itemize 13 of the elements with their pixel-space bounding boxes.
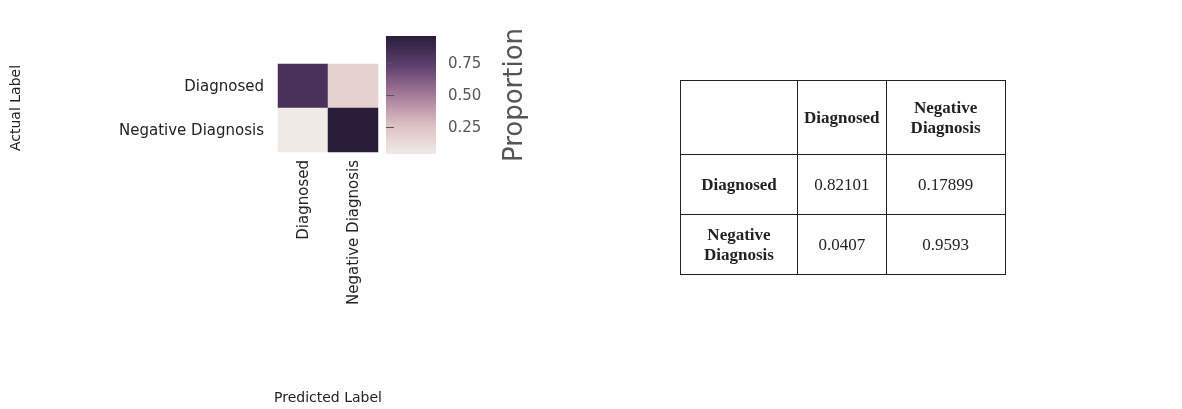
text: 0.82101 bbox=[814, 174, 870, 194]
text: 0.0407 bbox=[818, 234, 866, 254]
color-bar-label: 0.50 bbox=[448, 86, 482, 104]
text: 0.17899 bbox=[917, 174, 974, 194]
color-bar-label: 0.25 bbox=[448, 118, 482, 137]
color-bar-label: 0.75 bbox=[448, 53, 482, 72]
text: 0.9593 bbox=[922, 234, 969, 254]
y-axis-title: Actual Label bbox=[7, 64, 23, 152]
x-axis-title: Predicted Label bbox=[274, 389, 382, 405]
category-label: Diagnosed bbox=[701, 174, 777, 194]
category-label: Diagnosed bbox=[797, 80, 887, 155]
category-label: Negative Diagnosis bbox=[886, 80, 1006, 155]
color-bar-title: Proportion bbox=[498, 27, 528, 163]
